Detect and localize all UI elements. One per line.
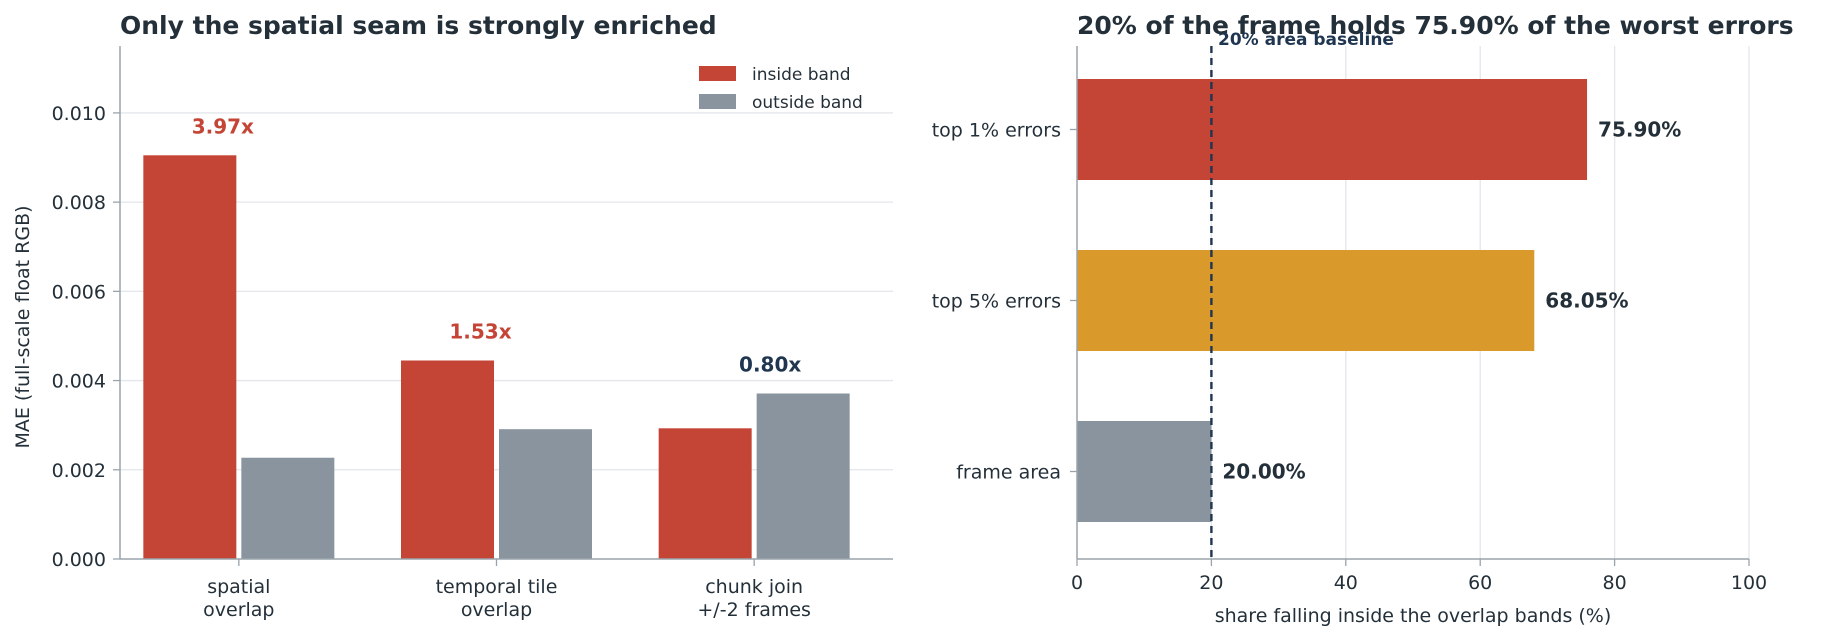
left-x-tick-label: overlap bbox=[461, 599, 532, 621]
right-y-tick-label: top 1% errors bbox=[932, 120, 1061, 142]
right-chart-y-tick-labels: top 1% errors top 5% errors frame area bbox=[932, 120, 1061, 484]
value-label: 20.00% bbox=[1222, 460, 1305, 484]
bar-inside-band-2 bbox=[658, 428, 752, 559]
right-chart-bars bbox=[1077, 79, 1588, 522]
bar-outside-band-1 bbox=[499, 429, 592, 559]
left-y-tick-label: 0.002 bbox=[52, 460, 106, 482]
hbar-top-1-errors bbox=[1077, 79, 1588, 180]
right-chart-axes bbox=[1070, 46, 1750, 566]
left-chart-y-tick-labels: 0.000 0.002 0.004 0.006 0.008 0.010 bbox=[52, 103, 106, 571]
right-y-tick-label: frame area bbox=[956, 462, 1061, 484]
hbar-frame-area bbox=[1077, 421, 1212, 522]
ratio-label: 3.97x bbox=[192, 114, 254, 138]
right-chart-title: 20% of the frame holds 75.90% of the wor… bbox=[1077, 11, 1794, 40]
right-x-tick-label: 40 bbox=[1334, 572, 1358, 594]
bar-inside-band-0 bbox=[143, 155, 237, 559]
left-y-tick-label: 0.004 bbox=[52, 371, 106, 393]
left-chart-y-axis-label: MAE (full-scale float RGB) bbox=[12, 205, 34, 448]
right-x-tick-label: 0 bbox=[1071, 572, 1083, 594]
ratio-label: 1.53x bbox=[449, 319, 511, 343]
right-chart-x-tick-labels: 0 20 40 60 80 100 bbox=[1071, 572, 1767, 594]
bar-outside-band-0 bbox=[241, 457, 335, 559]
right-x-tick-label: 80 bbox=[1603, 572, 1627, 594]
ratio-label: 0.80x bbox=[739, 353, 801, 377]
left-y-tick-label: 0.010 bbox=[52, 103, 106, 125]
legend-label-outside-band: outside band bbox=[752, 93, 863, 113]
left-x-tick-label: chunk join bbox=[705, 576, 803, 598]
right-y-tick-label: top 5% errors bbox=[932, 291, 1061, 313]
right-chart-error-share: 20% of the frame holds 75.90% of the wor… bbox=[932, 11, 1794, 627]
left-x-tick-label: +/-2 frames bbox=[697, 599, 811, 621]
baseline-label: 20% area baseline bbox=[1218, 30, 1394, 50]
right-x-tick-label: 20 bbox=[1199, 572, 1223, 594]
left-chart-ratio-labels: 3.97x 1.53x 0.80x bbox=[192, 114, 802, 376]
legend-swatch-inside-band bbox=[699, 66, 736, 81]
left-x-tick-label: overlap bbox=[203, 599, 274, 621]
right-chart-value-labels: 75.90% 68.05% 20.00% bbox=[1222, 118, 1681, 484]
value-label: 75.90% bbox=[1598, 118, 1681, 142]
left-x-tick-label: spatial bbox=[207, 576, 270, 598]
left-chart-mae-by-band: Only the spatial seam is strongly enrich… bbox=[12, 11, 893, 621]
left-y-tick-label: 0.008 bbox=[52, 192, 106, 214]
legend: inside band outside band bbox=[699, 65, 863, 113]
left-y-tick-label: 0.000 bbox=[52, 549, 106, 571]
legend-label-inside-band: inside band bbox=[752, 65, 851, 85]
right-x-tick-label: 100 bbox=[1731, 572, 1767, 594]
left-x-tick-label: temporal tile bbox=[436, 576, 558, 598]
left-chart-axes bbox=[113, 46, 893, 566]
right-x-tick-label: 60 bbox=[1468, 572, 1492, 594]
bar-inside-band-1 bbox=[401, 360, 494, 559]
hbar-top-5-errors bbox=[1077, 250, 1535, 351]
bar-outside-band-2 bbox=[756, 393, 850, 559]
right-chart-x-axis-label: share falling inside the overlap bands (… bbox=[1215, 605, 1612, 627]
value-label: 68.05% bbox=[1545, 289, 1628, 313]
left-y-tick-label: 0.006 bbox=[52, 281, 106, 303]
left-chart-title: Only the spatial seam is strongly enrich… bbox=[120, 11, 717, 40]
legend-swatch-outside-band bbox=[699, 94, 736, 109]
left-chart-bars bbox=[143, 155, 850, 559]
